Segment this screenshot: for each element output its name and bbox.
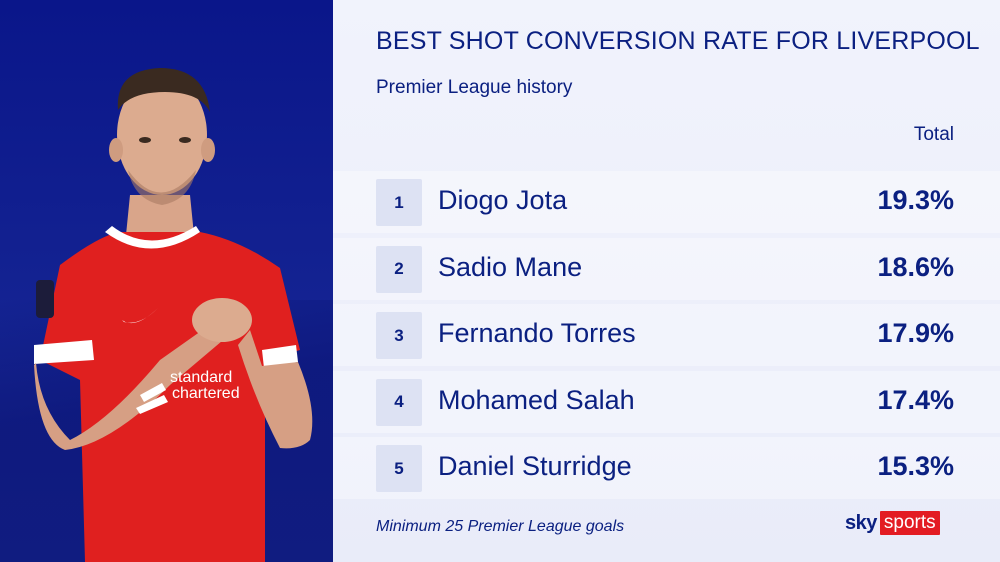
sky-sports-logo: sky sports xyxy=(845,511,940,535)
table-row: 2 Sadio Mane 18.6% xyxy=(333,237,1000,300)
conversion-rate: 19.3% xyxy=(877,185,954,215)
player-name: Daniel Sturridge xyxy=(438,451,632,481)
table-row: 4 Mohamed Salah 17.4% xyxy=(333,370,1000,433)
table-row: 3 Fernando Torres 17.9% xyxy=(333,304,1000,366)
player-name: Sadio Mane xyxy=(438,251,583,282)
logo-sports-text: sports xyxy=(879,511,940,535)
rank-badge: 2 xyxy=(376,245,422,293)
column-header-total: Total xyxy=(913,124,954,145)
table-row: 5 Daniel Sturridge 15.3% xyxy=(333,437,1000,499)
conversion-rate: 17.9% xyxy=(877,318,954,348)
svg-text:standard: standard xyxy=(170,369,232,386)
player-photo-panel: standard chartered xyxy=(0,0,333,562)
rank-badge: 4 xyxy=(376,378,422,426)
chart-title: BEST SHOT CONVERSION RATE FOR LIVERPOOL xyxy=(376,27,980,55)
table-row: 1 Diogo Jota 19.3% xyxy=(333,171,1000,233)
player-name: Diogo Jota xyxy=(438,185,568,215)
conversion-rate: 15.3% xyxy=(877,451,954,481)
rank-badge: 5 xyxy=(376,445,422,492)
conversion-rate: 17.4% xyxy=(877,384,954,415)
stats-panel xyxy=(333,0,1000,562)
rank-badge: 1 xyxy=(376,179,422,226)
player-name: Mohamed Salah xyxy=(438,384,635,415)
logo-sky-text: sky xyxy=(845,511,877,534)
conversion-rate: 18.6% xyxy=(877,251,954,282)
ranking-table: 1 Diogo Jota 19.3% 2 Sadio Mane 18.6% 3 … xyxy=(333,171,1000,504)
player-name: Fernando Torres xyxy=(438,318,636,348)
player-image: standard chartered xyxy=(34,68,313,562)
rank-badge: 3 xyxy=(376,312,422,359)
footnote: Minimum 25 Premier League goals xyxy=(376,518,625,535)
chart-subtitle: Premier League history xyxy=(376,77,573,98)
svg-text:chartered: chartered xyxy=(172,385,240,402)
